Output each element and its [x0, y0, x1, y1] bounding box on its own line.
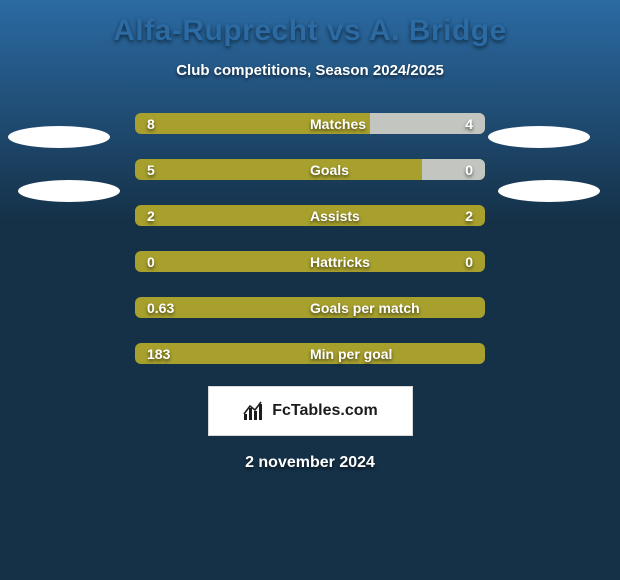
player-right-ellipse-2	[498, 180, 600, 202]
player-left-ellipse-1	[8, 126, 110, 148]
stat-left-value: 2	[147, 208, 155, 224]
stats-container: 8 Matches 4 5 Goals 0 2 Assists 2 0 Hattricks 0 0.63…	[135, 113, 485, 364]
stat-right-value: 4	[465, 116, 473, 132]
stat-left-value: 0.63	[147, 300, 174, 316]
stat-row: 2 Assists 2	[135, 205, 485, 226]
page-subtitle: Club competitions, Season 2024/2025	[0, 62, 620, 79]
stat-left-value: 8	[147, 116, 155, 132]
page-title: Alfa-Ruprecht vs A. Bridge	[0, 0, 620, 48]
stat-label: Hattricks	[310, 254, 370, 270]
stat-row: 0 Hattricks 0	[135, 251, 485, 272]
stat-label: Assists	[310, 208, 360, 224]
stat-right-value: 2	[465, 208, 473, 224]
infographic-date: 2 november 2024	[0, 454, 620, 472]
player-right-ellipse-1	[488, 126, 590, 148]
player-left-ellipse-2	[18, 180, 120, 202]
stat-row: 183 Min per goal	[135, 343, 485, 364]
stat-left-value: 0	[147, 254, 155, 270]
stat-right-value: 0	[465, 254, 473, 270]
stat-left-value: 5	[147, 162, 155, 178]
stat-row: 5 Goals 0	[135, 159, 485, 180]
bar-chart-icon	[242, 400, 266, 422]
stat-right-value: 0	[465, 162, 473, 178]
stat-label: Min per goal	[310, 346, 392, 362]
stat-label: Matches	[310, 116, 366, 132]
stat-row: 8 Matches 4	[135, 113, 485, 134]
stat-label: Goals	[310, 162, 349, 178]
comparison-infographic: Alfa-Ruprecht vs A. Bridge Club competit…	[0, 0, 620, 580]
stat-label: Goals per match	[310, 300, 420, 316]
fctables-logo[interactable]: FcTables.com	[208, 386, 413, 436]
stat-row: 0.63 Goals per match	[135, 297, 485, 318]
logo-text: FcTables.com	[272, 402, 378, 420]
stat-left-value: 183	[147, 346, 170, 362]
